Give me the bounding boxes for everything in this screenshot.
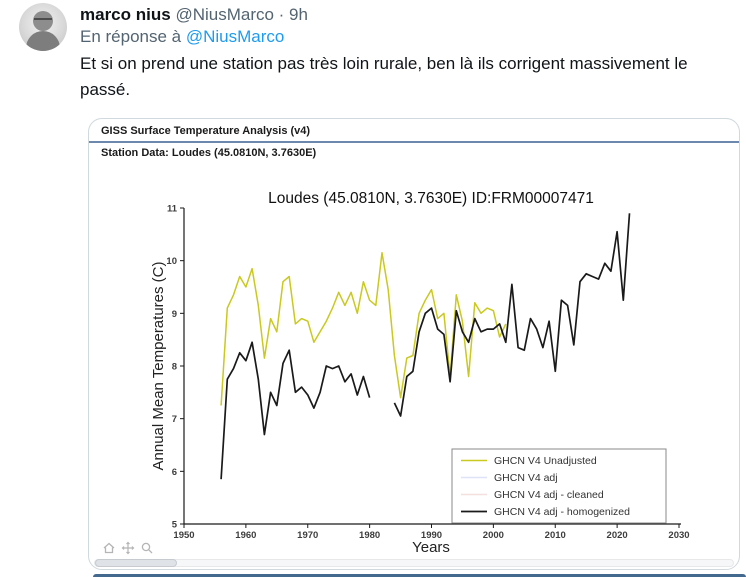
chart-scrollbar[interactable]: [94, 559, 734, 567]
svg-text:2020: 2020: [607, 530, 628, 541]
plot-toolbar: [102, 541, 154, 555]
series-0: [220, 252, 507, 406]
svg-text:9: 9: [172, 309, 177, 320]
svg-text:1980: 1980: [359, 530, 380, 541]
reply-context: En réponse à @NiusMarco: [80, 26, 284, 48]
svg-text:1990: 1990: [421, 530, 442, 541]
chart-card[interactable]: Loudes (45.0810N, 3.7630E) ID:FRM0000747…: [88, 118, 740, 570]
giss-header-title: GISS Surface Temperature Analysis (v4): [101, 125, 311, 137]
tweet-body: Et si on prend une station pas très loin…: [80, 54, 688, 99]
chart-svg: Loudes (45.0810N, 3.7630E) ID:FRM0000747…: [150, 190, 690, 556]
chart-scrollbar-thumb[interactable]: [95, 559, 177, 567]
pan-icon[interactable]: [121, 541, 135, 555]
x-axis-label: Years: [412, 539, 450, 556]
avatar[interactable]: [19, 3, 67, 51]
avatar-body: [26, 31, 60, 51]
avatar-head: [33, 11, 53, 31]
zoom-icon[interactable]: [140, 541, 154, 555]
svg-text:8: 8: [172, 362, 177, 373]
legend-label: GHCN V4 adj - cleaned: [494, 489, 604, 501]
svg-text:2000: 2000: [483, 530, 504, 541]
svg-text:6: 6: [172, 467, 177, 478]
avatar-glasses: [34, 18, 52, 25]
legend-label: GHCN V4 Unadjusted: [494, 455, 597, 467]
author-name[interactable]: marco nius: [80, 5, 171, 24]
svg-text:10: 10: [166, 256, 177, 267]
reply-handle-link[interactable]: @NiusMarco: [185, 27, 285, 46]
series-3: [220, 213, 631, 480]
station-data-line: Station Data: Loudes (45.0810N, 3.7630E): [101, 147, 317, 159]
y-axis-label: Annual Mean Temperatures (C): [150, 262, 167, 471]
svg-text:1950: 1950: [173, 530, 194, 541]
author-row: marco nius @NiusMarco · 9h: [80, 4, 308, 26]
svg-text:7: 7: [172, 414, 177, 425]
next-card-peek: [93, 574, 746, 577]
chart-title: Loudes (45.0810N, 3.7630E) ID:FRM0000747…: [268, 190, 594, 207]
tick-labels: 5 6 7 8 9 10 11 1950 1960 1970 1980 1990 2000 2010 202…: [166, 204, 689, 542]
svg-text:11: 11: [167, 204, 178, 215]
legend: GHCN V4 Unadjusted GHCN V4 adj GHCN V4 adj…: [451, 448, 667, 524]
reply-prefix: En réponse à: [80, 27, 186, 46]
tick-marks: [180, 207, 680, 528]
legend-label: GHCN V4 adj - homogenized: [494, 506, 630, 518]
svg-text:1960: 1960: [235, 530, 256, 541]
giss-header-rule: [89, 141, 739, 143]
svg-text:1970: 1970: [297, 530, 318, 541]
author-meta[interactable]: @NiusMarco · 9h: [175, 5, 308, 24]
svg-text:2030: 2030: [668, 530, 689, 541]
legend-label: GHCN V4 adj: [494, 472, 558, 484]
home-icon[interactable]: [102, 541, 116, 555]
svg-text:5: 5: [172, 520, 178, 531]
svg-text:2010: 2010: [545, 530, 566, 541]
